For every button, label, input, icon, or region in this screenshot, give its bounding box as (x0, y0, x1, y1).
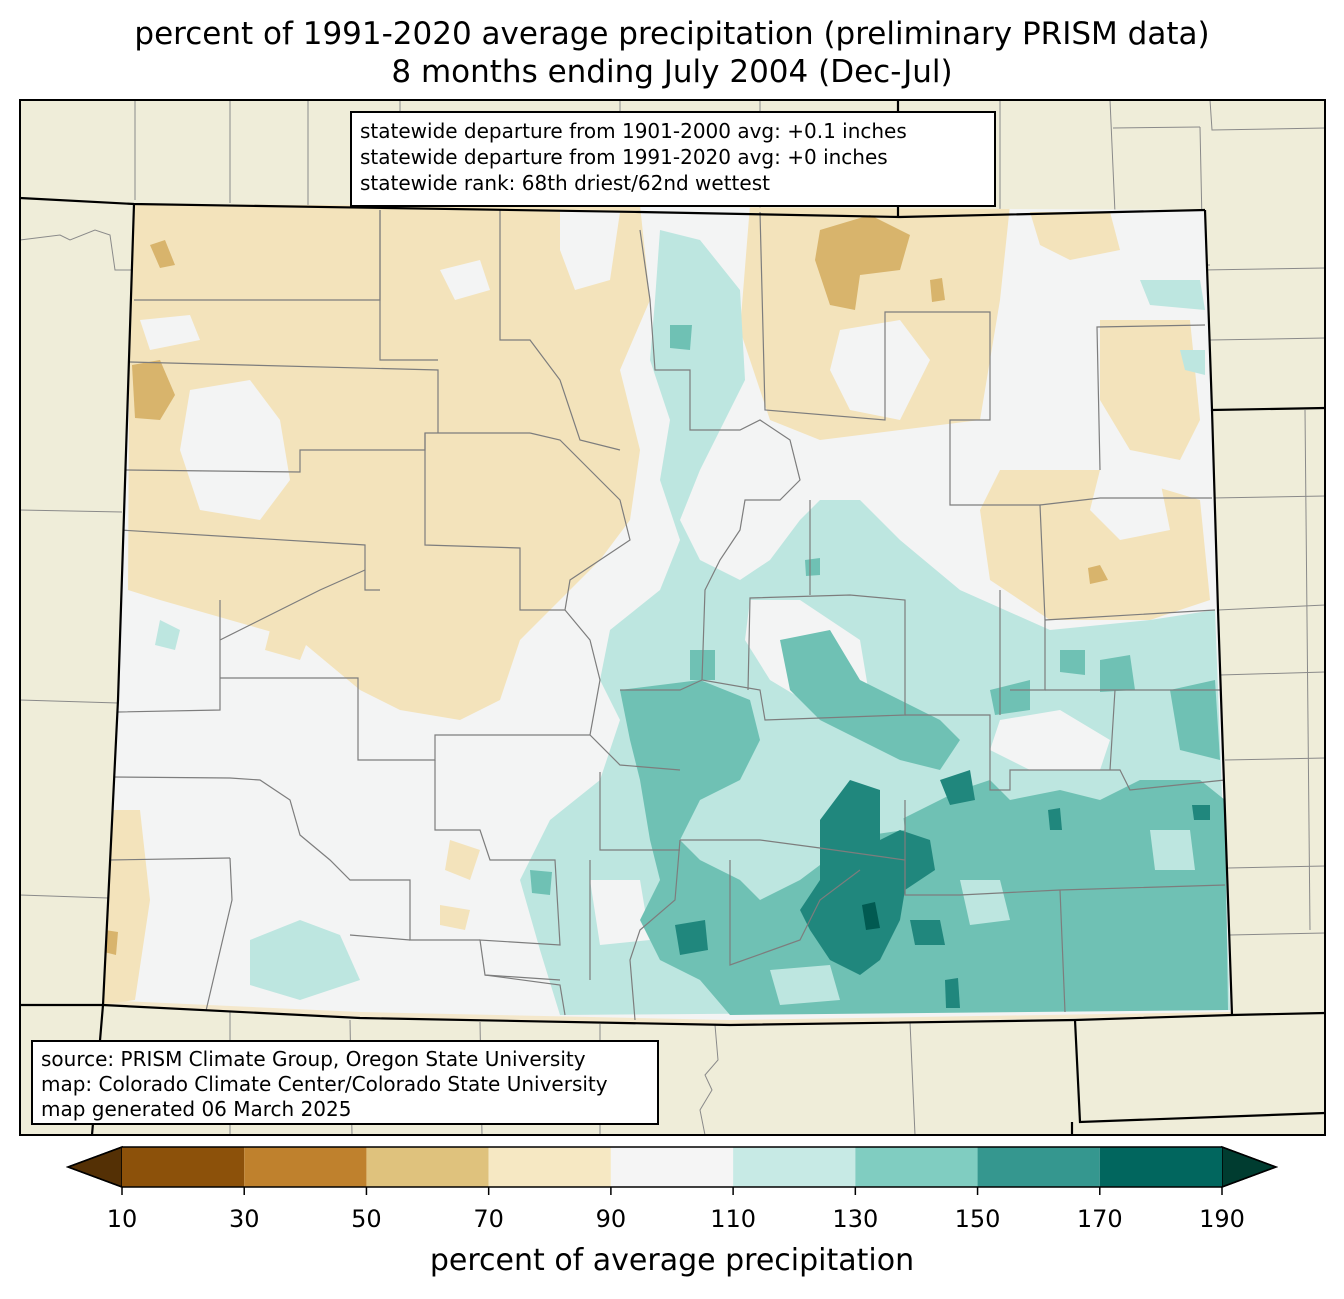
map-subtitle: 8 months ending July 2004 (Dec-Jul) (391, 54, 953, 90)
colorbar-tick-label: 50 (351, 1205, 382, 1233)
colorbar-under-arrow (65, 1145, 123, 1189)
map-credit-line: map: Colorado Climate Center/Colorado St… (41, 1072, 608, 1096)
colorbar-tick-label: 90 (595, 1205, 627, 1233)
colorbar-tick-label: 130 (832, 1205, 879, 1233)
colorbar-tick-label: 30 (228, 1205, 260, 1233)
colorbar-segment (1099, 1147, 1222, 1187)
colorbar-tick-label: 150 (954, 1205, 1001, 1233)
stat-departure-1991-2020: statewide departure from 1991-2020 avg: … (360, 145, 888, 169)
stat-rank: statewide rank: 68th driest/62nd wettest (360, 171, 770, 195)
source-line: source: PRISM Climate Group, Oregon Stat… (41, 1047, 586, 1071)
map-frame (19, 99, 1326, 1136)
colorbar-tick-label: 190 (1199, 1205, 1245, 1233)
colorbar-label: percent of average precipitation (429, 1243, 915, 1278)
colorado-county-lines (107, 210, 1226, 1021)
colorbar-segment (977, 1147, 1100, 1187)
map-title: percent of 1991-2020 average precipitati… (134, 16, 1210, 52)
colorbar-tick-label: 10 (106, 1205, 138, 1233)
colorbar-tick-label: 170 (1076, 1205, 1123, 1233)
colorbar-segment (122, 1147, 245, 1187)
colorbar-segment (733, 1147, 856, 1187)
colorbar-over-arrow (1221, 1145, 1279, 1189)
colorbar-segment (366, 1147, 489, 1187)
colorbar-segment (855, 1147, 978, 1187)
precipitation-field (103, 204, 1232, 1025)
statewide-stats-box: statewide departure from 1901-2000 avg: … (350, 111, 996, 207)
colorbar-tick-label: 70 (473, 1205, 504, 1233)
colorbar (65, 1145, 1279, 1195)
colorbar-segment (488, 1147, 611, 1187)
generated-date-line: map generated 06 March 2025 (41, 1097, 352, 1121)
colorbar-segment (610, 1147, 734, 1187)
stat-departure-1901-2000: statewide departure from 1901-2000 avg: … (360, 119, 907, 143)
source-box: source: PRISM Climate Group, Oregon Stat… (31, 1040, 659, 1125)
colorbar-tick-label: 110 (710, 1205, 757, 1233)
colorbar-segment (244, 1147, 367, 1187)
